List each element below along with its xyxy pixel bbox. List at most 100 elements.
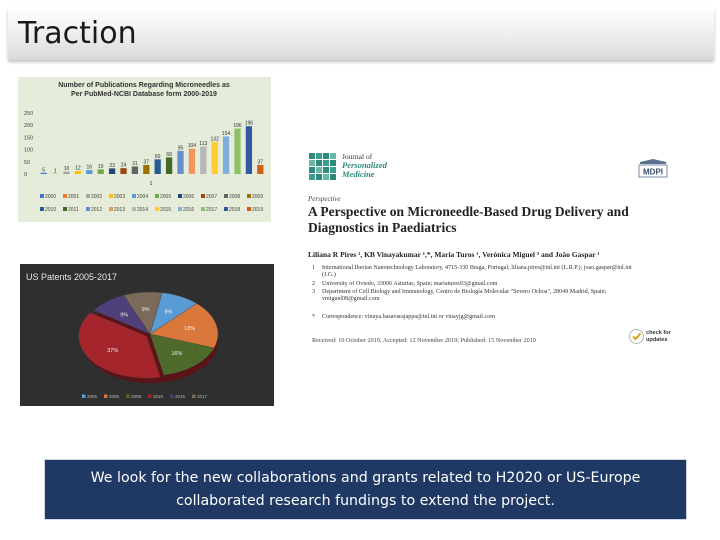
y-tick-label: 200 xyxy=(24,123,33,129)
legend-swatch xyxy=(109,194,113,198)
bar-value-label: 104 xyxy=(188,143,197,149)
journal-logo-icon xyxy=(309,153,336,180)
article-authors: Liliana R Pires ¹, KB Vinayakumar ¹,*, M… xyxy=(308,250,600,259)
y-tick-label: 150 xyxy=(24,135,33,141)
bar-value-label: 68 xyxy=(166,152,172,158)
bar-2008 xyxy=(131,166,139,174)
legend-label: 2010 xyxy=(45,207,56,213)
affiliation-3: 3 Department of Cell Biology and Immunol… xyxy=(312,289,642,303)
paper-preview: Journal of Personalized Medicine MDPI Pe… xyxy=(306,150,676,350)
pie-slice-label: 16% xyxy=(171,351,182,357)
journal-name-line2: Personalized xyxy=(342,160,387,170)
legend-swatch xyxy=(132,194,136,198)
legend-label: 2003 xyxy=(114,194,125,200)
pie-legend-label: 2009 xyxy=(131,394,142,399)
chart1-title-line2: Per PubMed-NCBI Database form 2000-2019 xyxy=(71,91,217,98)
affiliation-1-number: 1 xyxy=(312,265,316,271)
bar-value-label: 31 xyxy=(132,161,138,167)
bar-value-label: 196 xyxy=(245,121,254,127)
correspondence-text: Correspondence: vinaya.basavarajappa@inl… xyxy=(322,314,495,320)
chart2-title: US Patents 2005-2017 xyxy=(26,272,117,282)
bar-2017 xyxy=(234,128,241,174)
legend-swatch xyxy=(224,207,228,211)
legend-label: 2004 xyxy=(137,194,148,200)
legend-label: 2008 xyxy=(229,194,240,200)
legend-swatch xyxy=(132,207,136,211)
slide-title: Traction xyxy=(18,16,137,51)
pie-slice-label: 9% xyxy=(142,307,150,313)
bar-2007 xyxy=(120,168,127,174)
bar-2006 xyxy=(108,168,116,174)
bar-value-label: 19 xyxy=(98,164,104,170)
legend-label: 2001 xyxy=(68,194,79,200)
bar-value-label: 113 xyxy=(199,141,207,147)
bar-value-label: 23 xyxy=(109,163,115,169)
affiliation-3-number: 3 xyxy=(312,289,316,295)
bar-2018 xyxy=(245,126,253,174)
legend-label: 2018 xyxy=(229,207,240,213)
bar-2013 xyxy=(188,148,196,174)
affiliation-1-text: International Iberian Nanotechnology Lab… xyxy=(322,265,632,279)
legend-swatch xyxy=(247,194,251,198)
pie-legend-label: 2015 xyxy=(153,394,164,399)
pie-legend-swatch xyxy=(148,394,152,398)
bar-value-label: 24 xyxy=(121,163,127,169)
pie-slice xyxy=(78,312,161,379)
bar-value-label: 12 xyxy=(75,166,81,172)
pie-legend-swatch xyxy=(104,394,108,398)
article-dates: Received: 10 October 2019; Accepted: 12 … xyxy=(312,337,536,344)
legend-label: 2000 xyxy=(45,194,56,200)
legend-label: 2007 xyxy=(206,194,217,200)
pie-slice-label: 18% xyxy=(184,326,195,332)
legend-label: 2013 xyxy=(114,207,125,213)
bar-2004 xyxy=(86,170,93,174)
legend-swatch xyxy=(224,194,228,198)
journal-name: Journal of Personalized Medicine xyxy=(342,152,422,179)
pie-legend-label: 2005 xyxy=(87,394,98,399)
chart1-background xyxy=(18,77,271,222)
legend-label: 2019 xyxy=(252,207,263,213)
bar-2011 xyxy=(165,157,173,174)
pie-legend-label: 2006 xyxy=(109,394,120,399)
legend-swatch xyxy=(201,194,205,198)
bar-2003 xyxy=(74,171,82,174)
bar-value-label: 95 xyxy=(178,145,184,151)
affiliation-2: 2 University of Oviedo, 33006 Asturias, … xyxy=(312,281,642,288)
pie-slice-label: 37% xyxy=(107,348,118,354)
bar-2015 xyxy=(211,141,218,174)
bar-2019 xyxy=(257,164,264,174)
legend-label: 2016 xyxy=(183,207,194,213)
mdpi-logo-text: MDPI xyxy=(643,168,663,177)
affiliation-1: 1 International Iberian Nanotechnology L… xyxy=(312,265,642,279)
mdpi-logo-icon: MDPI xyxy=(638,159,668,178)
y-tick-label: 100 xyxy=(24,148,33,154)
legend-swatch xyxy=(40,194,44,198)
bar-2000 xyxy=(40,172,47,174)
chart1-extra-label: 1 xyxy=(149,181,152,187)
legend-swatch xyxy=(86,194,90,198)
legend-swatch xyxy=(40,207,44,211)
bar-2005 xyxy=(97,169,104,174)
affiliation-2-text: University of Oviedo, 33006 Asturias, Sp… xyxy=(322,281,498,287)
publications-bar-chart: Number of Publications Regarding Microne… xyxy=(18,77,271,222)
legend-swatch xyxy=(155,207,159,211)
article-title: A Perspective on Microneedle-Based Drug … xyxy=(308,204,629,235)
pie-slice-label: 9% xyxy=(120,312,128,318)
pie-legend-label: 2016 xyxy=(175,394,186,399)
bar-2012 xyxy=(177,150,184,174)
y-tick-label: 0 xyxy=(24,172,27,178)
legend-label: 2009 xyxy=(252,194,263,200)
legend-label: 2002 xyxy=(91,194,102,200)
check-for-updates-badge[interactable]: check for updates xyxy=(629,328,681,346)
legend-swatch xyxy=(63,194,67,198)
pie-slice xyxy=(123,291,163,335)
pie-slice xyxy=(149,333,215,376)
pie-legend-label: 2017 xyxy=(197,394,208,399)
pie-legend-swatch xyxy=(170,394,174,398)
bar-value-label: 132 xyxy=(211,136,220,142)
affiliation-2-number: 2 xyxy=(312,281,316,287)
pie-legend-swatch xyxy=(192,394,196,398)
legend-label: 2015 xyxy=(160,207,171,213)
legend-label: 2014 xyxy=(137,207,148,213)
bar-value-label: 60 xyxy=(155,154,161,160)
